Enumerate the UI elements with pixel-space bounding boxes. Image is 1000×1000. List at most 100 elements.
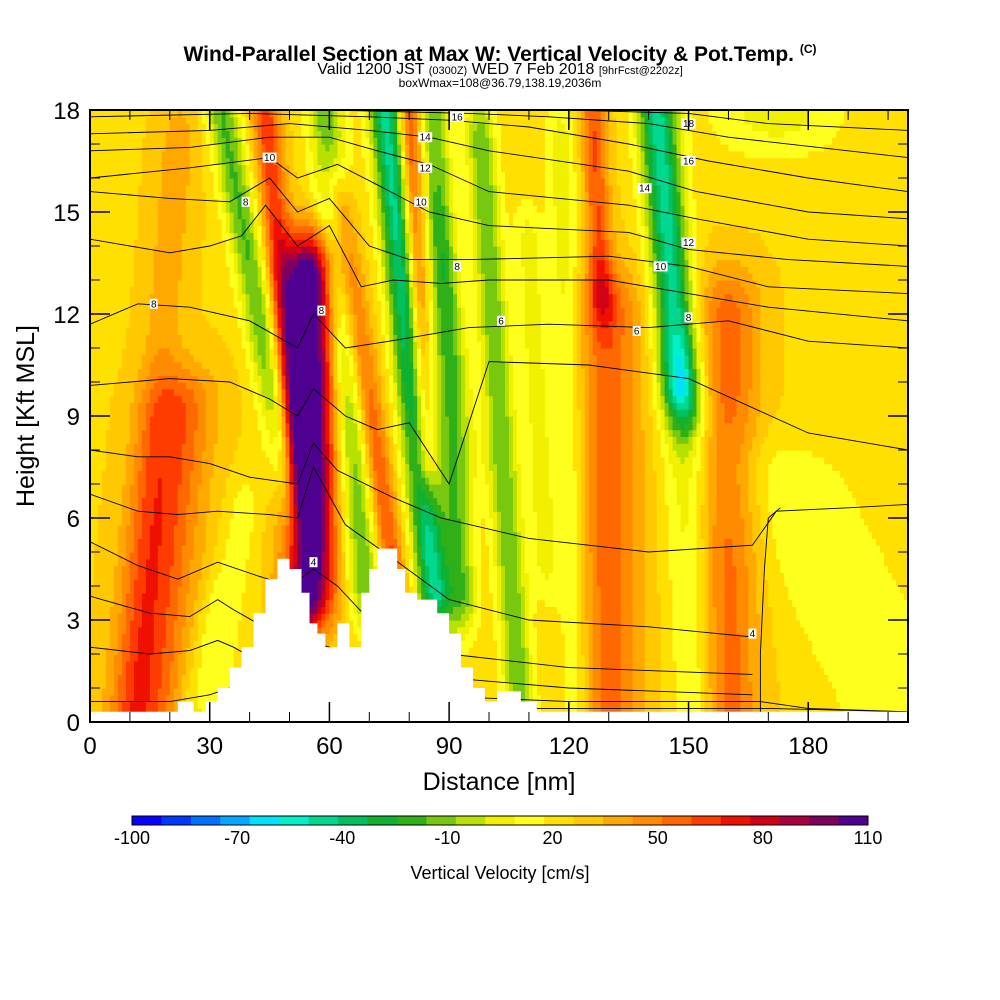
heat-cell [145,450,151,458]
heat-cell [261,137,267,145]
heat-cell [169,429,175,437]
heat-cell [101,660,107,669]
heat-cell [285,246,291,254]
heat-cell [105,572,111,580]
heat-cell [209,307,215,315]
heat-cell [173,565,179,573]
heat-cell [233,654,239,662]
heat-cell [193,341,199,349]
heat-cell [177,320,183,329]
heat-cell [125,606,131,614]
heat-cell [90,157,95,165]
heat-cell [269,218,275,227]
heat-cell [185,252,191,261]
heat-cell [141,490,147,499]
heat-cell [221,626,227,635]
heat-cell [237,422,243,431]
heat-cell [269,450,275,458]
heat-cell [169,416,175,424]
heat-cell [229,518,235,526]
heat-cell [189,212,195,220]
heat-cell [205,558,211,567]
heat-cell [185,198,191,206]
heat-cell [137,286,143,295]
heat-cell [245,320,251,329]
heat-cell [105,300,111,308]
heat-cell [233,579,239,587]
heat-cell [281,334,287,342]
heat-cell [233,477,239,485]
heat-cell [105,416,111,424]
heat-cell [181,450,187,458]
heat-cell [105,674,111,682]
heat-cell [285,504,291,512]
heat-cell [161,701,167,709]
heat-cell [169,674,175,682]
heat-cell [173,477,179,485]
heat-cell [181,232,187,240]
heat-cell [145,545,151,553]
heat-cell [105,531,111,539]
heat-cell [117,633,123,641]
heat-cell [93,144,99,152]
heat-cell [181,354,187,363]
heat-cell [197,395,203,403]
heat-cell [205,552,211,560]
heat-cell [109,280,115,288]
heat-cell [201,225,207,233]
heat-cell [261,334,267,342]
heat-cell [237,443,243,451]
heat-cell [141,606,147,614]
heat-cell [93,565,99,573]
heat-cell [261,286,267,295]
heat-cell [193,416,199,424]
heat-cell [129,164,135,172]
heat-cell [177,116,183,125]
heat-cell [305,518,311,526]
heat-cell [149,538,155,546]
heat-cell [169,681,175,689]
heat-cell [133,388,139,397]
heat-cell [185,286,191,295]
heat-cell [293,388,299,397]
heat-cell [101,225,107,233]
heat-cell [185,654,191,662]
heat-cell [113,667,119,675]
heat-cell [125,348,131,356]
heat-cell [105,511,111,519]
heat-cell [93,266,99,274]
heat-cell [245,592,251,601]
heat-cell [113,252,119,261]
heat-cell [181,524,187,533]
heat-cell [121,198,127,206]
heat-cell [193,361,199,369]
heat-cell [97,137,103,145]
heat-cell [121,110,127,118]
heat-cell [245,511,251,519]
heat-cell [129,395,135,403]
heat-cell [161,348,167,356]
heat-cell [105,504,111,512]
heat-cell [165,640,171,648]
heat-cell [209,266,215,274]
heat-cell [265,286,271,295]
heat-cell [157,416,163,424]
heat-cell [177,130,183,138]
heat-cell [137,579,143,587]
heat-cell [105,212,111,220]
heat-cell [293,239,299,247]
heat-cell [137,130,143,138]
heat-cell [101,334,107,342]
heat-cell [285,545,291,553]
heat-cell [201,307,207,315]
heat-cell [137,429,143,437]
heat-cell [189,558,195,567]
heat-cell [205,218,211,227]
heat-cell [257,552,263,560]
heat-cell [189,416,195,424]
heat-cell [157,144,163,152]
heat-cell [173,225,179,233]
heat-cell [289,286,295,295]
heat-cell [141,327,147,335]
heat-cell [145,144,151,152]
